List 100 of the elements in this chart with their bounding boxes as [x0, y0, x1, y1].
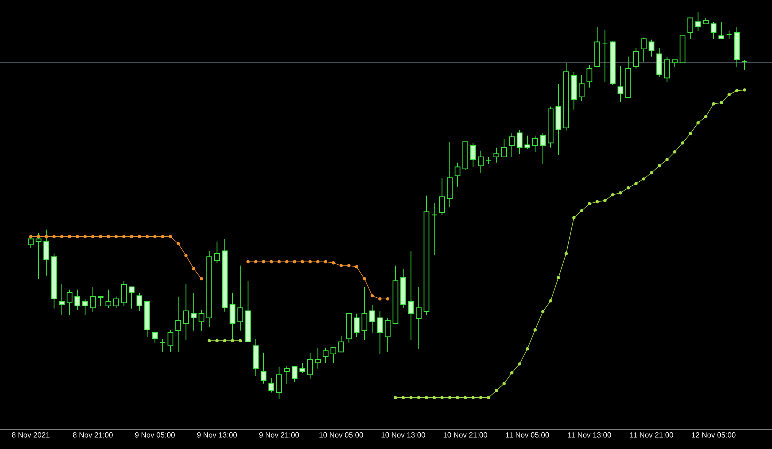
point — [402, 396, 406, 400]
candlestick — [494, 147, 500, 164]
point — [604, 199, 607, 202]
candlestick — [214, 241, 220, 264]
point — [223, 339, 227, 343]
point — [231, 339, 234, 343]
point — [542, 310, 545, 314]
point — [154, 235, 157, 238]
point — [316, 260, 320, 264]
candlestick — [300, 362, 306, 374]
candlestick — [260, 352, 267, 384]
candlestick — [408, 250, 414, 341]
point — [673, 150, 677, 154]
point — [510, 371, 514, 375]
point — [619, 192, 622, 195]
point — [432, 396, 436, 400]
candlestick — [524, 135, 530, 150]
point — [688, 132, 692, 136]
point — [728, 93, 731, 96]
point — [363, 277, 366, 281]
candlestick — [742, 60, 748, 70]
point — [208, 339, 212, 343]
point — [44, 235, 48, 238]
candlestick — [664, 56, 670, 82]
candlestick — [633, 48, 640, 70]
point — [324, 260, 328, 264]
point — [611, 193, 615, 197]
point — [340, 264, 343, 268]
point — [666, 158, 669, 162]
candlestick — [509, 132, 515, 158]
point — [650, 171, 654, 175]
candlestick — [292, 366, 298, 382]
point — [114, 235, 118, 238]
point — [238, 339, 242, 343]
candlestick — [447, 142, 453, 208]
point — [378, 298, 382, 301]
point — [417, 396, 421, 400]
candlestick — [121, 280, 128, 307]
point — [254, 260, 258, 264]
point — [549, 299, 552, 303]
candlestick — [198, 310, 205, 332]
point — [348, 264, 351, 268]
point — [704, 115, 708, 118]
candlestick — [284, 366, 290, 384]
point — [270, 260, 274, 264]
candlestick — [59, 284, 65, 316]
point — [122, 235, 126, 238]
candlestick — [579, 74, 585, 102]
point — [502, 382, 506, 386]
point — [743, 88, 746, 92]
candlestick — [416, 286, 422, 350]
candlestick — [183, 284, 190, 341]
point — [184, 254, 188, 258]
point — [634, 182, 638, 186]
point — [278, 260, 281, 264]
point — [332, 262, 336, 265]
candlestick — [439, 178, 446, 216]
candlestick — [114, 296, 120, 308]
candlestick — [136, 292, 143, 312]
point — [285, 260, 289, 264]
candlestick — [540, 132, 546, 164]
candlestick — [82, 298, 88, 316]
point — [596, 200, 600, 204]
candlestick — [571, 72, 578, 110]
point — [410, 396, 413, 400]
point — [216, 339, 219, 343]
point — [681, 142, 684, 145]
point — [494, 389, 498, 392]
candlestick — [276, 366, 282, 400]
candlestick — [432, 202, 438, 256]
point — [52, 235, 56, 238]
candlestick — [253, 338, 259, 377]
candlestick — [307, 352, 314, 380]
point — [518, 362, 522, 366]
candlestick — [152, 332, 158, 344]
point — [464, 396, 468, 400]
candlestick — [238, 265, 244, 332]
candlestick — [90, 286, 96, 312]
point — [425, 396, 428, 400]
point — [60, 235, 64, 238]
point — [200, 277, 204, 281]
point — [355, 265, 359, 269]
point — [176, 242, 180, 246]
candlestick — [478, 150, 484, 174]
candlestick — [501, 138, 508, 158]
point — [696, 121, 700, 125]
point — [300, 260, 304, 264]
candlestick — [362, 286, 368, 341]
candlestick — [377, 310, 384, 355]
point — [487, 396, 490, 400]
candlestick — [129, 286, 135, 310]
candlestick — [454, 162, 461, 188]
point — [146, 235, 150, 238]
candlestick — [98, 296, 104, 307]
point — [472, 396, 475, 400]
candlestick — [556, 84, 562, 156]
point — [370, 294, 374, 298]
candlestick — [322, 348, 329, 364]
point — [736, 89, 739, 93]
point — [37, 235, 40, 238]
